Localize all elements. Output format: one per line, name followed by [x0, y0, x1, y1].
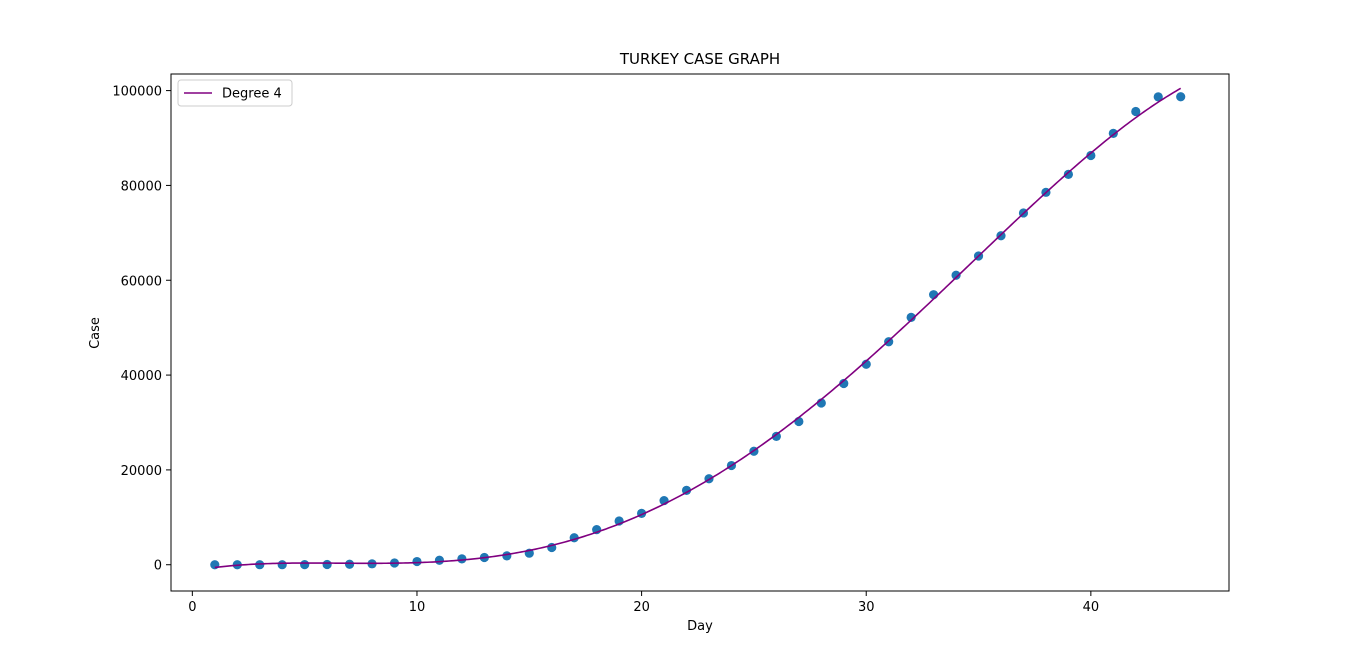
data-point	[861, 359, 871, 369]
data-point	[322, 559, 332, 570]
x-tick-label: 10	[409, 600, 426, 615]
data-point	[1063, 169, 1073, 179]
legend-label-degree-4: Degree 4	[222, 87, 282, 102]
data-point	[210, 560, 220, 570]
data-point	[434, 555, 445, 565]
data-point	[1131, 106, 1141, 117]
x-axis-label: Day	[687, 619, 713, 634]
data-point	[344, 559, 355, 569]
x-tick-label: 40	[1083, 600, 1100, 615]
chart-title: TURKEY CASE GRAPH	[619, 50, 780, 68]
fit-line-degree-4	[214, 87, 1182, 569]
y-tick-label: 80000	[121, 179, 162, 194]
data-point	[412, 556, 422, 567]
legend: Degree 4	[177, 79, 293, 107]
data-point	[502, 551, 512, 561]
data-point	[1153, 92, 1163, 102]
data-point	[300, 560, 310, 570]
y-tick-label: 20000	[121, 464, 162, 479]
x-tick-label: 20	[633, 600, 650, 615]
x-tick-label: 0	[188, 600, 196, 615]
data-point	[839, 378, 849, 389]
data-point	[277, 560, 287, 570]
legend-box	[177, 79, 293, 107]
data-point	[906, 312, 916, 322]
axes-frame	[170, 73, 1230, 592]
data-point	[1176, 92, 1186, 102]
data-point	[771, 431, 781, 441]
data-point	[681, 485, 692, 495]
data-point	[951, 270, 961, 280]
x-tick-label: 30	[858, 600, 875, 615]
y-tick-label: 100000	[112, 85, 162, 100]
plot-area	[210, 87, 1186, 570]
axes: 0 10 20 30 40 0 20000 40000 60000 80000 100000	[112, 73, 1230, 615]
y-tick-label: 0	[154, 559, 162, 574]
y-tick-label: 40000	[121, 369, 162, 384]
data-point	[457, 554, 467, 564]
data-point	[1086, 150, 1096, 161]
y-axis-label: Case	[88, 317, 103, 349]
y-tick-label: 60000	[121, 274, 162, 289]
